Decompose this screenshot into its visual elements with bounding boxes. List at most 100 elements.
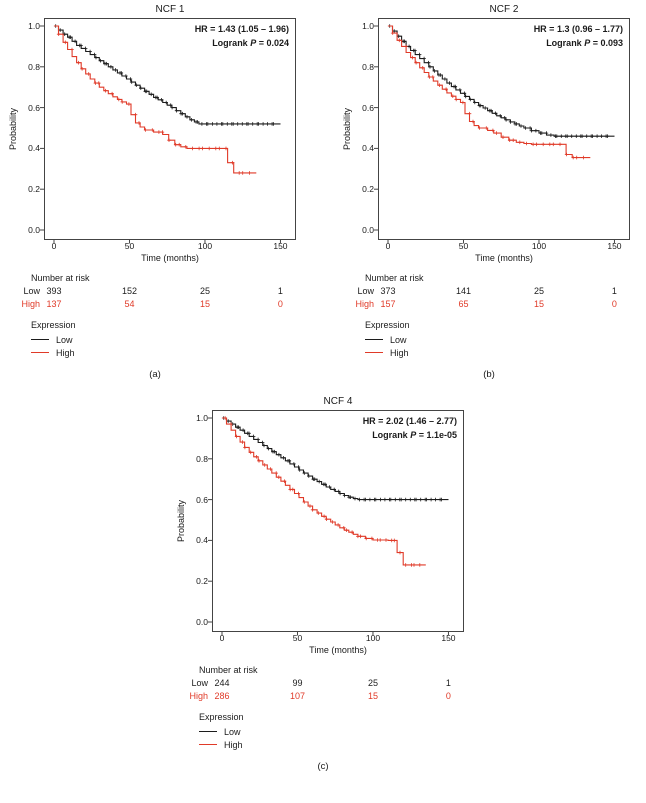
y-axis-label: Probability [176,499,186,543]
km-panel: NCF 2 Probability 1.0 0.8 0.6 0.4 0.2 0.0 HR … [340,4,638,380]
stats-annotation: HR = 1.3 (0.96 – 1.77) Logrank P = 0.093 [534,23,623,50]
x-tick-label: 150 [607,241,622,251]
logrank-p-italic: P [410,429,417,440]
km-panel: NCF 1 Probability 1.0 0.8 0.6 0.4 0.2 0.0 HR … [6,4,304,380]
y-axis-label: Probability [342,107,352,151]
risk-row-label: High [189,691,208,701]
x-tick-label: 0 [385,241,391,251]
y-tick-label: 0.6 [28,102,40,113]
y-axis-ticks: 1.0 0.8 0.6 0.4 0.2 0.0 [20,18,44,240]
x-axis-ticks: 0 50 100 150 [212,632,464,643]
risk-count: 1 [445,678,451,688]
risk-count: 25 [533,286,544,296]
risk-count: 286 [214,691,230,701]
legend: Expression Low High [365,320,638,359]
legend-line-swatch [31,352,49,353]
legend: Expression Low High [199,712,472,751]
legend-label: Low [56,334,73,345]
x-tick-label: 50 [124,241,135,251]
legend-line-swatch [31,339,49,340]
hr-text: HR = 1.3 (0.96 – 1.77) [533,24,623,34]
risk-row-label: High [21,299,40,309]
x-tick-label: 0 [219,633,225,643]
y-tick-label: 1.0 [362,20,374,31]
legend-item: High [365,346,638,359]
logrank-text: Logrank P = 0.093 [534,37,623,51]
plot-title: NCF 4 [323,396,353,407]
risk-count: 1 [611,286,617,296]
risk-count: 393 [46,286,62,296]
legend-title: Expression [199,712,244,722]
stats-annotation: HR = 1.43 (1.05 – 1.96) Logrank P = 0.02… [195,23,289,50]
legend-line-swatch [365,339,383,340]
risk-row: High 286 107 15 0 [189,691,464,704]
risk-count: 0 [445,691,451,701]
risk-row: High 137 54 15 0 [21,299,296,312]
risk-count: 373 [380,286,396,296]
censor-marks-high [390,31,586,160]
km-panel: NCF 4 Probability 1.0 0.8 0.6 0.4 0.2 0.0 HR … [174,396,472,772]
x-tick-label: 50 [458,241,469,251]
risk-row-label: Low [23,286,40,296]
x-tick-label: 100 [365,633,381,643]
risk-count: 99 [292,678,303,688]
logrank-text: Logrank P = 0.024 [195,37,289,51]
y-tick-label: 0.0 [196,616,208,627]
risk-table-title: Number at risk [199,665,258,675]
legend-items: Low High [199,725,472,751]
y-axis-label-wrap: Probability [340,18,354,240]
risk-count: 0 [611,299,617,309]
legend-line-swatch [199,744,217,745]
logrank-p-italic: P [584,37,591,48]
logrank-text: Logrank P = 1.1e-05 [363,429,457,443]
km-plot-svg [374,18,630,244]
x-tick-label: 100 [197,241,213,251]
risk-count: 152 [121,286,137,296]
logrank-value: = 0.024 [256,37,289,48]
risk-count: 0 [277,299,283,309]
legend-item: High [31,346,304,359]
x-axis-ticks: 0 50 100 150 [44,240,296,251]
y-axis-label-wrap: Probability [6,18,20,240]
figure: NCF 1 Probability 1.0 0.8 0.6 0.4 0.2 0.0 HR … [0,4,646,772]
legend-line-swatch [365,352,383,353]
plot-frame [378,18,630,240]
risk-row: Low 244 99 25 1 [191,678,464,691]
y-tick-label: 0.2 [196,575,208,586]
panel-letter: (b) [483,369,495,380]
risk-count: 65 [458,299,469,309]
legend-item: Low [365,333,638,346]
y-tick-label: 0.8 [362,61,374,72]
x-axis-label: Time (months) [309,645,367,655]
x-tick-label: 150 [441,633,456,643]
legend-items: Low High [31,333,304,359]
x-axis-ticks: 0 50 100 150 [378,240,630,251]
hr-text: HR = 1.43 (1.05 – 1.96) [194,24,289,34]
risk-table-rows: Low 244 99 25 1 High 286 107 15 0 [189,678,472,704]
bottom-panel-row: NCF 4 Probability 1.0 0.8 0.6 0.4 0.2 0.0 HR … [0,396,646,772]
risk-row: Low 393 152 25 1 [23,286,296,299]
risk-count: 1 [277,286,283,296]
risk-row-label: Low [357,286,374,296]
y-tick-label: 0.4 [28,143,40,154]
logrank-prefix: Logrank [212,37,251,48]
x-tick-label: 0 [51,241,57,251]
legend-label: High [56,347,75,358]
logrank-prefix: Logrank [372,429,411,440]
hr-text: HR = 2.02 (1.46 – 2.77) [362,416,457,426]
plot-title: NCF 2 [489,4,519,15]
legend-item: Low [31,333,304,346]
risk-count: 15 [533,299,544,309]
y-tick-label: 0.2 [28,183,40,194]
y-tick-label: 0.4 [362,143,374,154]
risk-count: 157 [380,299,396,309]
risk-row: High 157 65 15 0 [355,299,630,312]
number-at-risk-table: Number at risk Low 244 99 25 1 High 286 107 15 0 [174,665,472,704]
x-tick-label: 100 [531,241,547,251]
legend-label: Low [390,334,407,345]
y-tick-label: 0.8 [196,453,208,464]
y-axis-ticks: 1.0 0.8 0.6 0.4 0.2 0.0 [354,18,378,240]
x-tick-label: 150 [273,241,288,251]
y-axis-label: Probability [8,107,18,151]
logrank-value: = 1.1e-05 [416,429,457,440]
